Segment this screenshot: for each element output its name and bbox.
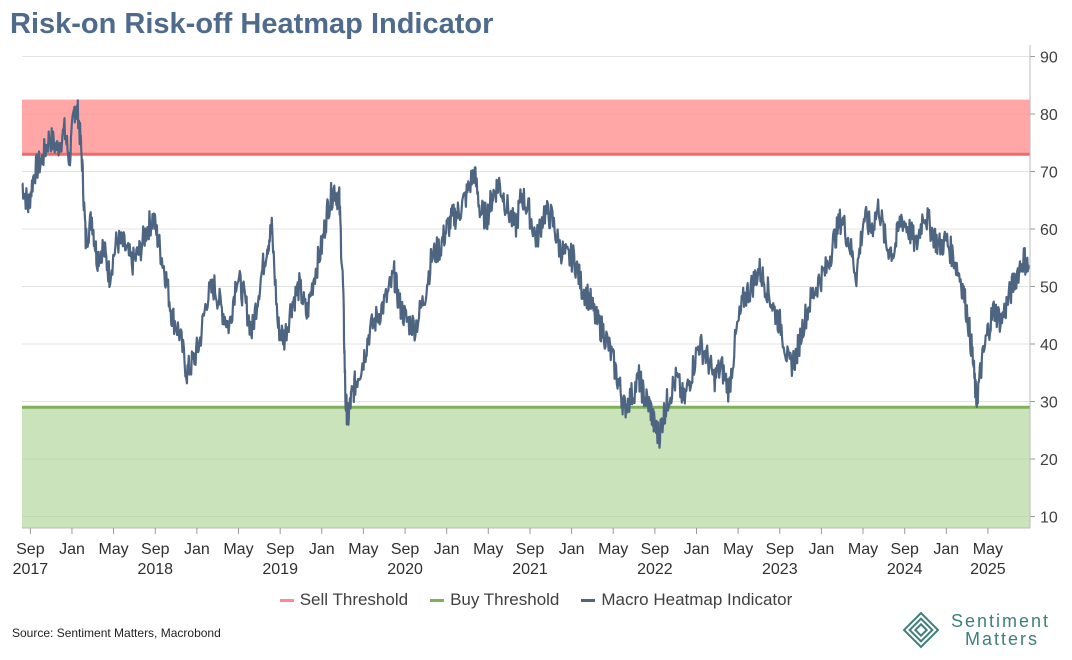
legend: Sell Threshold Buy Threshold Macro Heatm…	[0, 590, 1072, 610]
x-tick-label-10: Jan	[434, 541, 460, 558]
x-tick-label-20: May	[848, 541, 878, 558]
y-tick-label-90: 90	[1040, 50, 1058, 67]
legend-item-sell[interactable]: Sell Threshold	[279, 590, 409, 610]
x-tick-label-6: Sep	[266, 541, 295, 558]
x-year-label-2021: 2021	[512, 561, 548, 578]
legend-item-indicator[interactable]: Macro Heatmap Indicator	[581, 590, 792, 610]
y-tick-label-60: 60	[1040, 222, 1058, 239]
x-tick-label-14: May	[598, 541, 628, 558]
legend-swatch-indicator	[581, 598, 596, 602]
x-year-label-2018: 2018	[137, 561, 173, 578]
x-tick-label-16: Jan	[684, 541, 710, 558]
series-layer	[21, 99, 1030, 449]
x-year-label-2025: 2025	[970, 561, 1006, 578]
x-tick-label-18: Sep	[766, 541, 795, 558]
x-year-label-2023: 2023	[762, 561, 798, 578]
legend-item-buy[interactable]: Buy Threshold	[430, 590, 559, 610]
x-year-label-2022: 2022	[637, 561, 673, 578]
series-macro-heatmap-indicator	[21, 99, 1030, 449]
x-year-label-2017: 2017	[13, 561, 49, 578]
y-tick-label-20: 20	[1040, 452, 1058, 469]
y-tick-label-40: 40	[1040, 337, 1058, 354]
x-tick-label-22: Jan	[933, 541, 959, 558]
legend-label-buy: Buy Threshold	[450, 590, 560, 609]
legend-swatch-buy	[430, 598, 445, 602]
x-tick-label-12: Sep	[516, 541, 545, 558]
diamond-logo-icon	[902, 611, 940, 649]
x-tick-label-19: Jan	[809, 541, 835, 558]
x-tick-label-1: Jan	[59, 541, 85, 558]
x-tick-label-11: May	[473, 541, 503, 558]
y-tick-label-50: 50	[1040, 280, 1058, 297]
x-year-label-2024: 2024	[887, 561, 923, 578]
x-tick-label-0: Sep	[16, 541, 45, 558]
x-tick-label-4: Jan	[184, 541, 210, 558]
x-tick-label-15: Sep	[641, 541, 670, 558]
x-tick-label-9: Sep	[391, 541, 420, 558]
y-tick-label-10: 10	[1040, 510, 1058, 527]
brand-logo: Sentiment Matters	[901, 610, 1050, 650]
y-tick-label-70: 70	[1040, 165, 1058, 182]
x-tick-label-3: Sep	[141, 541, 170, 558]
axes: 10 20 30 40 50 60 70 80 90 Sep 2017 Jan May Sep 2018 Ja…	[13, 45, 1058, 578]
x-tick-label-23: May	[973, 541, 1003, 558]
threshold-bands	[22, 99, 1030, 528]
logo-wordmark: Sentiment Matters	[951, 612, 1050, 648]
x-tick-label-7: Jan	[309, 541, 335, 558]
legend-label-sell: Sell Threshold	[299, 590, 409, 609]
logo-line-1: Sentiment	[950, 611, 1050, 631]
x-tick-label-8: May	[348, 541, 378, 558]
band-sell-threshold	[22, 99, 1030, 155]
logo-line-2: Matters	[964, 629, 1039, 649]
legend-label-indicator: Macro Heatmap Indicator	[601, 590, 793, 609]
y-tick-label-80: 80	[1040, 107, 1058, 124]
x-year-label-2019: 2019	[262, 561, 298, 578]
x-tick-label-17: May	[723, 541, 753, 558]
y-tick-label-30: 30	[1040, 395, 1058, 412]
band-buy-threshold	[22, 407, 1030, 528]
source-note: Source: Sentiment Matters, Macrobond	[12, 626, 221, 640]
chart-title: Risk-on Risk-off Heatmap Indicator	[10, 8, 494, 40]
x-tick-label-2: May	[98, 541, 128, 558]
legend-swatch-sell	[279, 598, 294, 602]
x-tick-label-13: Jan	[559, 541, 585, 558]
x-tick-label-21: Sep	[890, 541, 919, 558]
x-tick-label-5: May	[223, 541, 253, 558]
x-year-label-2020: 2020	[387, 561, 423, 578]
